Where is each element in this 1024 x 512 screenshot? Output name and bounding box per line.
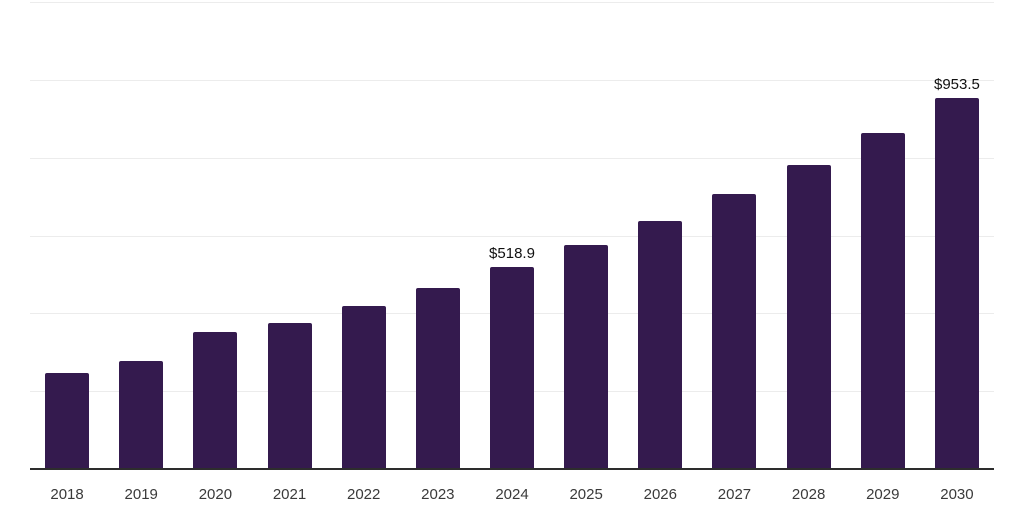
x-axis-label-2021: 2021 [272,486,307,503]
bar-2027[interactable] [712,193,757,468]
bar-2021[interactable] [267,323,312,468]
x-axis-label-2022: 2022 [347,486,381,503]
x-axis-label-2020: 2020 [198,486,233,503]
gridline-1000 [30,79,994,81]
bar-2029[interactable] [860,132,905,468]
x-axis-label-2026: 2026 [643,486,677,503]
bar-2026[interactable] [638,221,683,468]
x-axis-label-2024: 2024 [495,486,529,503]
bar-2025[interactable] [564,244,609,468]
bar-2030[interactable] [934,97,979,468]
bar-2024[interactable] [490,267,534,468]
bar-2022[interactable] [341,306,386,468]
x-axis-label-2018: 2018 [50,486,84,503]
gridline-1200 [30,2,994,3]
x-axis-label-2023: 2023 [421,486,455,503]
x-axis-label-2019: 2019 [124,486,158,503]
bar-2028[interactable] [786,164,831,468]
bar-2019[interactable] [119,361,164,468]
gridline-600 [30,235,994,237]
bar-2023[interactable] [415,288,460,468]
x-axis-label-2028: 2028 [791,486,826,503]
data-label-2030: $953.5 [933,75,980,93]
bar-2018[interactable] [45,372,90,468]
x-axis-line [30,468,994,470]
data-label-2024: $518.9 [489,245,535,263]
x-axis-label-2030: 2030 [940,486,974,503]
gridline-800 [30,157,994,159]
x-axis-label-2027: 2027 [717,486,752,503]
x-axis-label-2025: 2025 [569,486,603,503]
bar-2020[interactable] [193,332,238,468]
x-axis-label-2029: 2029 [866,486,900,503]
